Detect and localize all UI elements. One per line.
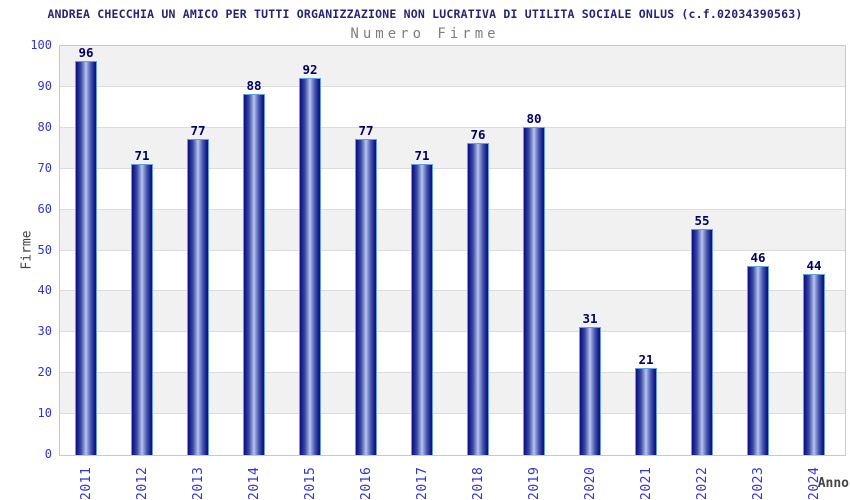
x-tick-label: 2020 [583,466,598,500]
bar-2020 [579,327,601,455]
bar-2013 [187,139,209,455]
y-tick-label: 20 [37,365,52,380]
bar-value-label: 44 [806,258,822,273]
y-tick-label: 60 [37,201,52,216]
grid-band [60,373,845,414]
x-tick-label: 2015 [303,466,318,500]
y-tick-label: 40 [37,283,52,298]
y-tick-label: 90 [37,78,52,93]
bar-value-label: 55 [694,213,710,228]
bar-2014 [243,94,265,455]
bar-2019 [523,127,545,455]
x-tick-label: 2013 [191,466,206,500]
x-tick-label: 2014 [247,466,262,500]
bar-value-label: 77 [358,123,374,138]
bar-2016 [355,139,377,455]
chart-subtitle: Numero Firme [350,26,500,42]
grid-band [60,251,845,291]
y-tick-label: 100 [30,38,52,52]
y-tick-label: 80 [37,119,52,134]
x-tick-label: 2021 [639,466,654,500]
bar-2024 [803,274,825,455]
y-tick-label: 70 [37,160,52,175]
x-tick-label: 2019 [527,466,542,500]
bar-2015 [299,78,321,455]
bar-value-label: 31 [582,311,598,326]
bar-value-label: 80 [526,111,542,126]
bar-value-label: 88 [246,78,262,93]
bar-value-label: 76 [470,127,486,142]
bar-value-label: 77 [190,123,206,138]
x-axis-title: Anno [817,476,849,491]
bar-2012 [131,164,153,455]
bar-2018 [467,143,489,455]
x-tick-label: 2022 [695,466,710,500]
y-tick-label: 0 [44,447,52,461]
x-tick-label: 2016 [359,466,374,500]
bar-value-label: 71 [134,148,150,163]
bar-value-label: 21 [638,352,654,367]
bar-2011 [75,61,97,455]
grid-band [60,291,845,332]
grid-band [60,46,845,87]
bar-value-label: 92 [302,62,318,77]
x-tick-label: 2011 [79,466,94,500]
y-tick-label: 10 [37,406,52,421]
plot-area [59,45,846,456]
bar-2023 [747,266,769,455]
grid-band [60,87,845,128]
y-tick-label: 30 [37,324,52,339]
bar-2021 [635,368,657,455]
grid-band [60,210,845,251]
bar-2022 [691,229,713,455]
x-tick-label: 2023 [751,466,766,500]
grid-band [60,169,845,210]
x-tick-label: 2017 [415,466,430,500]
grid-band [60,128,845,169]
grid-band [60,332,845,373]
y-tick-label: 50 [37,242,52,257]
bar-value-label: 46 [750,250,766,265]
grid-band [60,414,845,455]
chart-title: ANDREA CHECCHIA UN AMICO PER TUTTI ORGAN… [47,7,803,21]
x-tick-label: 2012 [135,466,150,500]
bar-value-label: 71 [414,148,430,163]
x-tick-label: 2018 [471,466,486,500]
bar-2017 [411,164,433,455]
bar-value-label: 96 [78,45,94,60]
